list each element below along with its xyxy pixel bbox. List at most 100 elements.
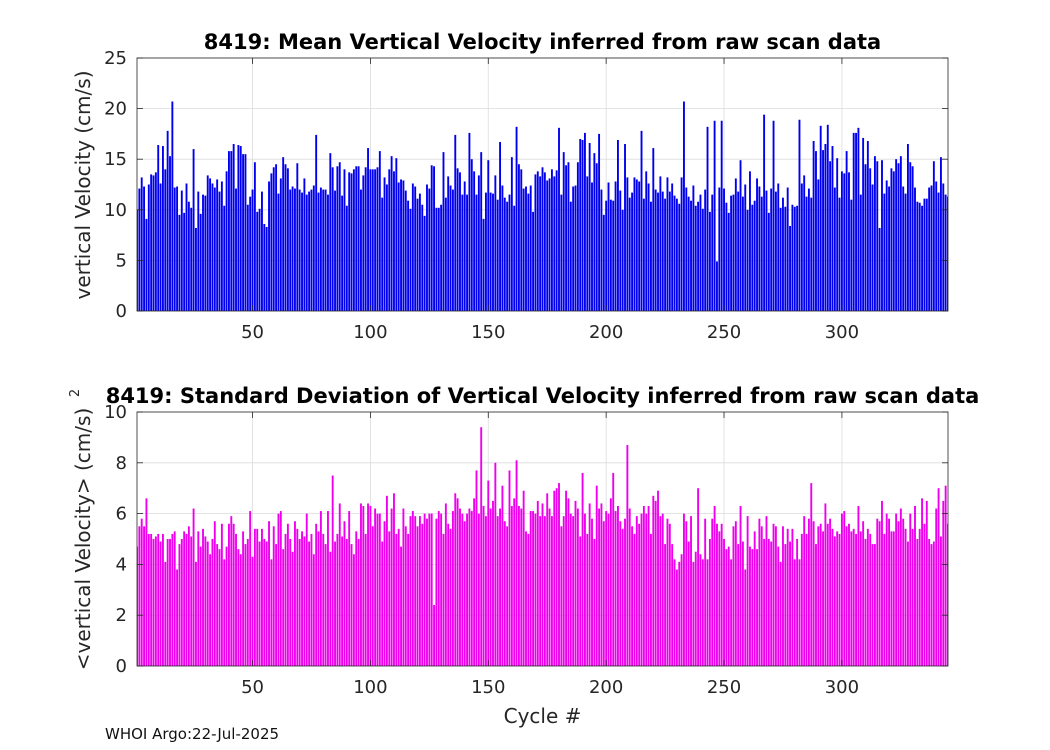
bar	[496, 516, 499, 666]
bar	[360, 503, 362, 666]
bar	[555, 170, 558, 311]
bar	[138, 188, 141, 311]
bar	[935, 181, 938, 311]
bar	[815, 151, 817, 311]
bar	[301, 192, 303, 311]
bar	[352, 169, 355, 311]
bar	[176, 186, 179, 311]
bar	[822, 150, 824, 311]
bar	[711, 194, 714, 311]
bar	[506, 526, 509, 666]
bar	[779, 207, 782, 311]
bar	[414, 186, 417, 311]
bar	[935, 508, 938, 666]
bar	[435, 207, 438, 311]
bar	[848, 172, 850, 311]
bar	[393, 171, 395, 311]
bar	[360, 189, 362, 311]
bar	[772, 120, 775, 311]
bar	[197, 531, 200, 666]
bar	[704, 189, 707, 311]
bar	[565, 490, 568, 666]
bar	[553, 490, 556, 666]
bar	[305, 194, 308, 311]
bar	[159, 541, 162, 666]
bar	[807, 518, 810, 666]
bar	[322, 189, 325, 311]
bar	[633, 533, 636, 666]
bar	[829, 161, 832, 311]
y-tick-label: 20	[104, 99, 127, 120]
bar	[256, 528, 259, 666]
bar	[616, 139, 619, 311]
bar	[501, 485, 504, 666]
bar	[685, 521, 688, 666]
bar	[230, 151, 233, 311]
y-axis-label-superscript: 2	[68, 389, 83, 397]
bar	[600, 503, 603, 666]
bar	[550, 169, 553, 311]
bar	[680, 554, 683, 666]
bar	[718, 531, 721, 666]
bar	[206, 175, 209, 311]
bar	[819, 125, 822, 311]
bar	[364, 533, 367, 666]
bar	[543, 172, 546, 311]
y-tick-label: 15	[104, 149, 127, 170]
bar	[909, 513, 912, 666]
bar	[694, 205, 697, 311]
bar	[268, 181, 270, 311]
bar	[939, 157, 942, 311]
bar	[579, 138, 582, 311]
bar	[671, 183, 674, 311]
bar	[451, 511, 454, 666]
bar	[937, 192, 940, 311]
bar	[211, 183, 214, 311]
bar	[423, 215, 426, 311]
bar	[763, 114, 766, 311]
bar	[433, 166, 435, 311]
bar	[270, 559, 273, 666]
bar	[859, 194, 862, 311]
bar	[583, 513, 586, 666]
bar	[758, 186, 761, 311]
bar	[942, 500, 945, 666]
bar	[819, 523, 822, 666]
bar	[845, 151, 848, 311]
bar	[645, 513, 648, 666]
bar	[473, 171, 476, 311]
bar	[911, 528, 914, 666]
bar	[536, 171, 539, 311]
bar	[815, 544, 817, 666]
bar	[147, 184, 150, 311]
bar	[654, 500, 657, 666]
x-tick-label: 250	[707, 677, 741, 698]
bar	[367, 148, 369, 311]
bar	[928, 539, 931, 666]
bar	[362, 505, 365, 666]
bar	[786, 187, 789, 311]
x-tick-label: 100	[353, 677, 387, 698]
bar	[444, 503, 447, 666]
x-tick-label: 50	[241, 322, 264, 343]
bar	[579, 536, 582, 666]
bar	[517, 164, 520, 311]
bar	[388, 169, 391, 311]
bar	[558, 483, 560, 666]
bar	[374, 169, 377, 311]
bar	[239, 554, 242, 666]
bar	[371, 526, 374, 666]
bar	[338, 503, 341, 666]
bar	[232, 144, 235, 311]
bar	[942, 183, 945, 311]
bar	[876, 518, 879, 666]
bar	[855, 533, 857, 666]
bar	[183, 531, 186, 666]
bar	[930, 185, 933, 311]
bar	[225, 546, 228, 666]
bar	[258, 208, 261, 311]
bar	[506, 201, 509, 311]
bar	[947, 523, 948, 666]
bar	[527, 193, 530, 311]
bar	[454, 493, 457, 666]
